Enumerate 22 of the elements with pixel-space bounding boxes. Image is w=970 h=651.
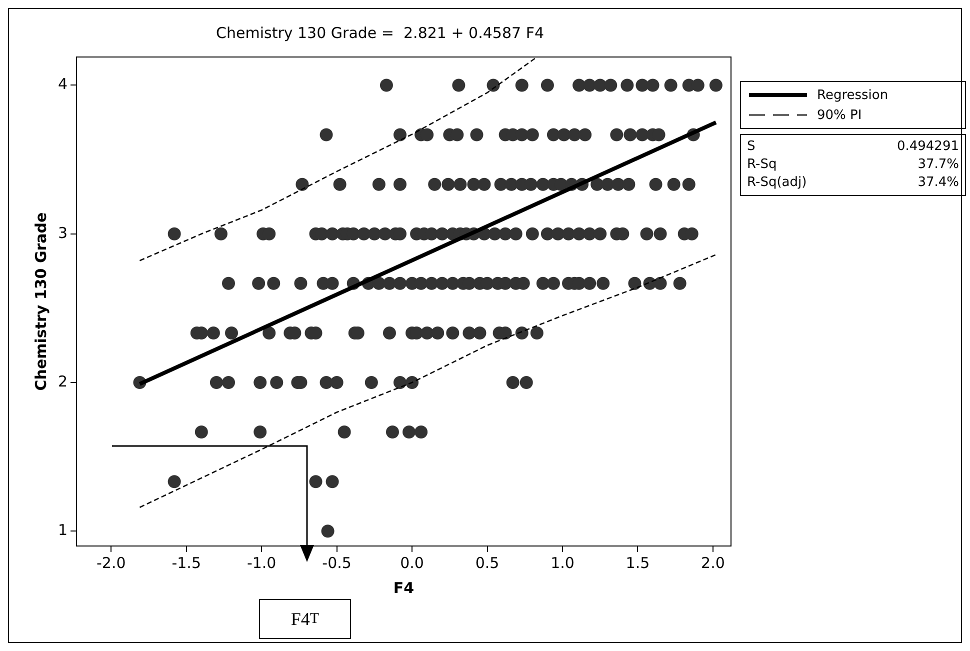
x-tick-label: 0.5 <box>475 554 500 572</box>
x-tick-label: 0.0 <box>400 554 424 572</box>
x-axis-title: F4 <box>393 578 414 597</box>
x-tick-label: -0.5 <box>322 554 352 572</box>
x-tick-label: -1.0 <box>246 554 276 572</box>
chart-title: Chemistry 130 Grade = 2.821 + 0.4587 F4 <box>216 24 544 42</box>
text: S 0.494291 <box>747 139 959 154</box>
x-tick-label: 1.0 <box>550 554 574 572</box>
x-tick-label: -2.0 <box>96 554 126 572</box>
y-tick-label: 4 <box>58 75 68 94</box>
y-tick-label: 3 <box>58 224 68 242</box>
y-tick-label: 1 <box>58 521 68 540</box>
x-tick-label: 1.5 <box>626 554 650 572</box>
line-series <box>139 254 717 508</box>
text: R-Sq(adj) 37.4% <box>747 175 959 190</box>
legend-label: 90% PI <box>816 108 862 122</box>
x-tick-label: -1.5 <box>172 554 202 572</box>
y-axis-title: Chemistry 130 Grade <box>32 212 50 391</box>
x-tick-label: 2.0 <box>701 554 725 572</box>
text: R-Sq 37.7% <box>747 157 959 172</box>
legend-label: Regression <box>816 88 888 102</box>
y-tick-label: 2 <box>58 372 68 390</box>
